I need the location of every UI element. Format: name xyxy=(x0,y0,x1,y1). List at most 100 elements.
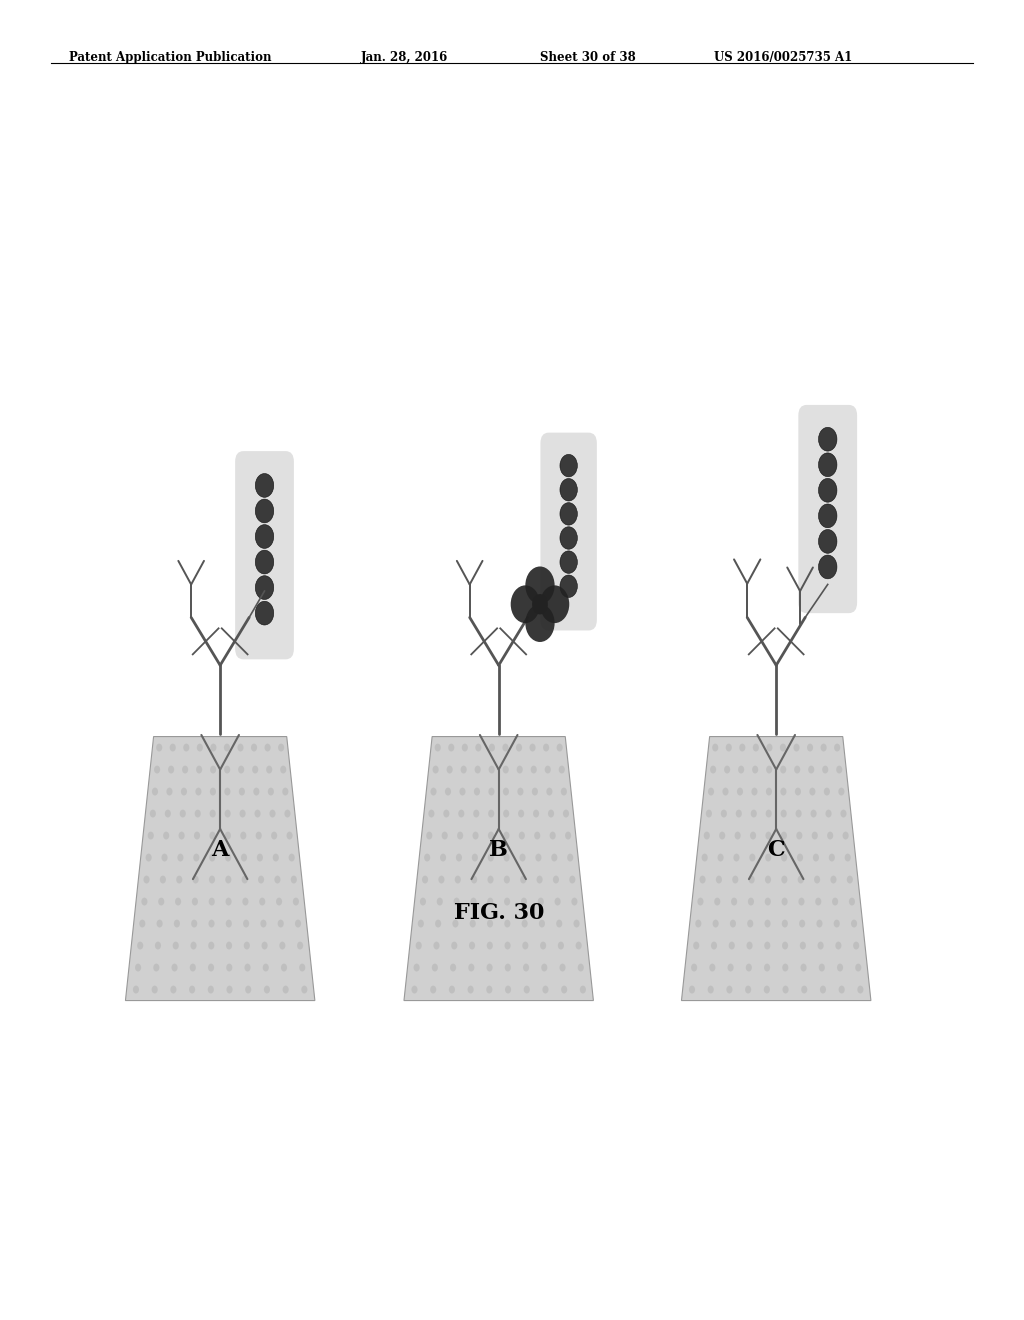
Circle shape xyxy=(416,941,422,949)
Circle shape xyxy=(189,964,196,972)
Circle shape xyxy=(521,898,527,906)
Circle shape xyxy=(255,602,273,626)
Circle shape xyxy=(766,809,772,817)
Circle shape xyxy=(243,898,249,906)
Circle shape xyxy=(555,898,561,906)
Circle shape xyxy=(173,941,179,949)
Circle shape xyxy=(280,941,286,949)
Circle shape xyxy=(263,964,269,972)
Circle shape xyxy=(441,832,447,840)
Circle shape xyxy=(452,941,458,949)
Circle shape xyxy=(800,941,806,949)
Circle shape xyxy=(162,854,168,862)
Circle shape xyxy=(543,743,549,751)
Circle shape xyxy=(225,920,231,928)
Circle shape xyxy=(818,504,837,528)
Circle shape xyxy=(559,964,565,972)
Circle shape xyxy=(256,832,262,840)
Circle shape xyxy=(713,920,719,928)
Circle shape xyxy=(147,832,154,840)
Circle shape xyxy=(765,875,771,883)
Circle shape xyxy=(426,832,432,840)
Circle shape xyxy=(412,986,418,994)
Circle shape xyxy=(532,594,548,614)
Circle shape xyxy=(239,788,245,796)
Circle shape xyxy=(458,809,464,817)
Circle shape xyxy=(529,743,536,751)
Circle shape xyxy=(428,809,434,817)
Circle shape xyxy=(434,743,440,751)
Circle shape xyxy=(537,875,543,883)
Circle shape xyxy=(226,941,232,949)
Circle shape xyxy=(855,964,861,972)
Polygon shape xyxy=(125,737,315,1001)
Circle shape xyxy=(470,898,476,906)
Circle shape xyxy=(196,788,202,796)
Circle shape xyxy=(175,898,181,906)
Circle shape xyxy=(139,920,145,928)
Circle shape xyxy=(430,788,436,796)
Circle shape xyxy=(525,566,555,605)
Circle shape xyxy=(766,766,772,774)
Circle shape xyxy=(191,920,198,928)
Circle shape xyxy=(278,920,284,928)
Circle shape xyxy=(475,743,481,751)
Circle shape xyxy=(794,743,800,751)
Circle shape xyxy=(737,788,743,796)
Circle shape xyxy=(453,920,459,928)
Circle shape xyxy=(197,743,203,751)
Circle shape xyxy=(287,832,293,840)
Circle shape xyxy=(818,453,837,477)
Circle shape xyxy=(420,898,426,906)
Circle shape xyxy=(181,788,187,796)
Circle shape xyxy=(473,809,479,817)
Circle shape xyxy=(732,875,738,883)
Circle shape xyxy=(225,875,231,883)
Circle shape xyxy=(797,832,803,840)
Circle shape xyxy=(141,898,147,906)
Circle shape xyxy=(155,941,161,949)
Circle shape xyxy=(261,941,267,949)
Circle shape xyxy=(137,941,143,949)
Circle shape xyxy=(813,854,819,862)
Circle shape xyxy=(828,854,835,862)
Circle shape xyxy=(734,832,740,840)
Circle shape xyxy=(168,766,174,774)
Circle shape xyxy=(446,766,453,774)
Circle shape xyxy=(699,875,706,883)
Circle shape xyxy=(474,788,480,796)
Circle shape xyxy=(547,788,553,796)
Circle shape xyxy=(796,809,802,817)
Circle shape xyxy=(521,920,527,928)
Circle shape xyxy=(711,941,717,949)
Circle shape xyxy=(504,875,510,883)
Circle shape xyxy=(195,809,201,817)
Circle shape xyxy=(847,875,853,883)
Circle shape xyxy=(226,986,232,994)
Circle shape xyxy=(152,986,158,994)
Circle shape xyxy=(748,920,754,928)
Circle shape xyxy=(224,743,230,751)
Circle shape xyxy=(535,832,541,840)
Circle shape xyxy=(243,920,249,928)
Circle shape xyxy=(781,898,787,906)
Circle shape xyxy=(801,986,807,994)
Circle shape xyxy=(716,875,722,883)
Circle shape xyxy=(472,832,478,840)
Text: B: B xyxy=(489,840,508,861)
Circle shape xyxy=(542,964,548,972)
Circle shape xyxy=(750,854,756,862)
Circle shape xyxy=(727,964,733,972)
Circle shape xyxy=(430,986,436,994)
Circle shape xyxy=(834,920,840,928)
Polygon shape xyxy=(403,737,594,1001)
Circle shape xyxy=(519,854,525,862)
Circle shape xyxy=(837,766,843,774)
Circle shape xyxy=(238,743,244,751)
Circle shape xyxy=(255,550,273,574)
Circle shape xyxy=(224,788,230,796)
Circle shape xyxy=(150,809,156,817)
Circle shape xyxy=(143,875,150,883)
Circle shape xyxy=(145,854,152,862)
Circle shape xyxy=(225,832,231,840)
